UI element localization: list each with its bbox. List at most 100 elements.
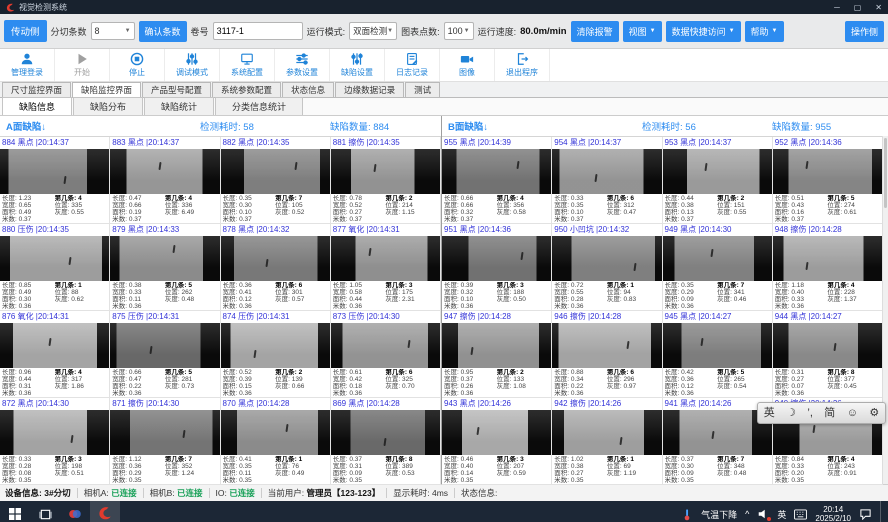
ime-lang-english[interactable]: 英 bbox=[763, 406, 775, 419]
defect-details: 长度: 0.84 宽度: 0.33 面积: 0.20 米数: 0.35 第几条: 4 位置… bbox=[773, 455, 882, 484]
chart-points-select[interactable]: 100 ▼ bbox=[443, 22, 474, 40]
defect-card[interactable]: 942 擦伤 |20:14:26 长度: 1.02 宽度: 0.38 面积: 0.27… bbox=[552, 398, 663, 485]
defect-card[interactable]: 880 压伤 |20:14:35 长度: 0.85 宽度: 0.49 面积: 0.30… bbox=[0, 224, 111, 311]
defect-card[interactable]: 871 擦伤 |20:14:30 长度: 1.12 宽度: 0.36 面积: 0.29… bbox=[110, 398, 221, 485]
defect-card[interactable]: 878 黑点 |20:14:32 长度: 0.36 宽度: 0.41 面积: 0.12… bbox=[220, 224, 331, 311]
tab-main-4[interactable]: 状态信息 bbox=[282, 82, 335, 97]
toolbar-button-sliders-v2[interactable]: 缺陷设置 bbox=[330, 49, 385, 81]
clear-alarm-button[interactable]: 清除报警 bbox=[570, 20, 619, 42]
defect-area: 面积: 0.32 bbox=[444, 209, 474, 216]
defect-card[interactable]: 943 黑点 |20:14:26 长度: 0.46 宽度: 0.40 面积: 0.14… bbox=[442, 398, 553, 485]
defect-length: 长度: 0.88 bbox=[554, 369, 584, 376]
tab-main-5[interactable]: 边缘数据记录 bbox=[335, 82, 405, 97]
toolbar-button-monitor[interactable]: 系统配置 bbox=[220, 49, 275, 81]
action-center-icon[interactable] bbox=[859, 508, 872, 520]
defect-card[interactable]: 881 擦伤 |20:14:35 长度: 0.78 宽度: 0.52 面积: 0.27… bbox=[330, 137, 441, 224]
defect-card[interactable]: 941 黑点 |20:14:26 长度: 0.37 宽度: 0.30 面积: 0.09… bbox=[662, 398, 773, 485]
defect-card[interactable]: 947 擦伤 |20:14:28 长度: 0.95 宽度: 0.37 面积: 0.26… bbox=[442, 311, 553, 398]
defect-card[interactable]: 883 黑点 |20:14:37 长度: 0.47 宽度: 0.66 面积: 0.19… bbox=[110, 137, 221, 224]
tab-main-6[interactable]: 测试 bbox=[405, 82, 441, 97]
detect-time-value: 58 bbox=[243, 122, 254, 133]
weather-headline[interactable]: 气温下降 bbox=[701, 509, 738, 520]
task-view-button[interactable] bbox=[30, 501, 60, 522]
tab-main-0[interactable]: 尺寸监控界面 bbox=[2, 82, 72, 97]
show-desktop-button[interactable] bbox=[880, 501, 885, 522]
defect-position: 位置: 69 bbox=[606, 463, 631, 470]
view-menu-button[interactable]: 视图 ▼ bbox=[622, 20, 662, 42]
defect-card[interactable]: 882 黑点 |20:14:35 长度: 0.35 宽度: 0.30 面积: 0.10… bbox=[220, 137, 331, 224]
toolbar-button-user[interactable]: 管理登录 bbox=[0, 49, 55, 81]
defect-mark bbox=[373, 164, 377, 173]
start-button[interactable] bbox=[0, 501, 30, 522]
toolbar-button-sliders-v[interactable]: 调试模式 bbox=[165, 49, 220, 81]
maximize-button[interactable]: ▢ bbox=[853, 2, 862, 12]
tab-main-2[interactable]: 产品型号配置 bbox=[142, 82, 212, 97]
defect-card[interactable]: 879 黑点 |20:14:33 长度: 0.38 宽度: 0.33 面积: 0.11… bbox=[110, 224, 221, 311]
tab-sub-1[interactable]: 缺陷分布 bbox=[73, 97, 144, 115]
taskbar-app-active[interactable] bbox=[90, 501, 120, 522]
run-mode-select[interactable]: 双面检测 ▼ bbox=[349, 22, 398, 40]
close-button[interactable]: ✕ bbox=[875, 2, 882, 12]
slit-count-select[interactable]: 8 ▼ bbox=[90, 22, 135, 40]
defect-card[interactable]: 955 黑点 |20:14:39 长度: 0.66 宽度: 0.66 面积: 0.32… bbox=[442, 137, 553, 224]
tab-sub-3[interactable]: 分类信息统计 bbox=[215, 97, 304, 115]
toolbar-button-sliders-h[interactable]: 参数设置 bbox=[275, 49, 330, 81]
defect-card[interactable]: 948 擦伤 |20:14:28 长度: 1.18 宽度: 0.40 面积: 0.33… bbox=[772, 224, 883, 311]
help-menu-button[interactable]: 帮助 ▼ bbox=[744, 20, 784, 42]
defect-card[interactable]: 949 黑点 |20:14:30 长度: 0.35 宽度: 0.29 面积: 0.09… bbox=[662, 224, 773, 311]
toolbar-button-stop[interactable]: 停止 bbox=[110, 49, 165, 81]
minimize-button[interactable]: ─ bbox=[834, 2, 840, 12]
taskbar-clock[interactable]: 20:14 2025/2/10 bbox=[815, 505, 851, 522]
ime-punctuation-icon[interactable]: ’, bbox=[807, 406, 813, 419]
defect-card[interactable]: 950 小凹坑 |20:14:32 长度: 0.72 宽度: 0.55 面积: 0.2… bbox=[552, 224, 663, 311]
tab-main-1[interactable]: 缺陷监控界面 bbox=[72, 82, 142, 97]
defect-card[interactable]: 875 压伤 |20:14:31 长度: 0.66 宽度: 0.47 面积: 0.22… bbox=[110, 311, 221, 398]
roll-number-input[interactable] bbox=[212, 22, 303, 40]
tab-sub-2[interactable]: 缺陷统计 bbox=[144, 97, 215, 115]
toolbar-button-log[interactable]: 日志记录 bbox=[385, 49, 440, 81]
tab-sub-0[interactable]: 缺陷信息 bbox=[2, 97, 73, 115]
defect-gray: 灰度: 0.46 bbox=[717, 296, 747, 303]
toolbar-button-exit[interactable]: 退出程序 bbox=[495, 49, 550, 81]
confirm-count-button[interactable]: 确认条数 bbox=[138, 20, 187, 42]
toolbar-button-camera[interactable]: 图像 bbox=[440, 49, 495, 81]
panel-b-title[interactable]: B面缺陷↓ bbox=[448, 122, 489, 133]
operator-side-button[interactable]: 操作侧 bbox=[844, 20, 884, 42]
defect-card[interactable]: 870 黑点 |20:14:28 长度: 0.41 宽度: 0.35 面积: 0.11… bbox=[220, 398, 331, 485]
ime-emoji-icon[interactable]: ☺ bbox=[846, 406, 858, 419]
volume-icon[interactable] bbox=[757, 508, 772, 521]
defect-card[interactable]: 953 黑点 |20:14:37 长度: 0.44 宽度: 0.38 面积: 0.13… bbox=[662, 137, 773, 224]
defect-card[interactable]: 954 黑点 |20:14:37 长度: 0.33 宽度: 0.35 面积: 0.10… bbox=[552, 137, 663, 224]
thermometer-icon[interactable] bbox=[681, 508, 693, 521]
defect-card[interactable]: 946 擦伤 |20:14:28 长度: 0.88 宽度: 0.34 面积: 0.22… bbox=[552, 311, 663, 398]
ime-settings-icon[interactable]: ⚙ bbox=[869, 406, 880, 419]
vertical-scrollbar[interactable] bbox=[882, 136, 888, 484]
defect-card[interactable]: 869 黑点 |20:14:28 长度: 0.37 宽度: 0.31 面积: 0.09… bbox=[330, 398, 441, 485]
taskbar-app-1[interactable] bbox=[60, 501, 90, 522]
defect-gray: 灰度: 1.19 bbox=[606, 470, 637, 477]
defect-card[interactable]: 874 压伤 |20:14:31 长度: 0.52 宽度: 0.39 面积: 0.15… bbox=[220, 311, 331, 398]
defect-area: 面积: 0.11 bbox=[222, 470, 252, 477]
defect-length: 长度: 0.44 bbox=[664, 195, 694, 202]
defect-card[interactable]: 944 黑点 |20:14:27 长度: 0.31 宽度: 0.27 面积: 0.07… bbox=[772, 311, 883, 398]
tab-main-3[interactable]: 系统参数配置 bbox=[212, 82, 282, 97]
panel-a-title[interactable]: A面缺陷↓ bbox=[6, 122, 47, 133]
defect-card[interactable]: 872 黑点 |20:14:30 长度: 0.33 宽度: 0.28 面积: 0.08… bbox=[0, 398, 111, 485]
defect-card[interactable]: 945 黑点 |20:14:27 长度: 0.42 宽度: 0.36 面积: 0.12… bbox=[662, 311, 773, 398]
defect-card[interactable]: 876 氧化 |20:14:31 长度: 0.96 宽度: 0.44 面积: 0.31… bbox=[0, 311, 111, 398]
status-message-label: 状态信息: bbox=[461, 488, 498, 498]
scrollbar-thumb[interactable] bbox=[884, 138, 887, 208]
defect-card[interactable]: 873 压伤 |20:14:30 长度: 0.61 宽度: 0.42 面积: 0.18… bbox=[330, 311, 441, 398]
toolbar-button-play[interactable]: 开始 bbox=[55, 49, 110, 81]
defect-card[interactable]: 877 氧化 |20:14:31 长度: 1.05 宽度: 0.58 面积: 0.44… bbox=[330, 224, 441, 311]
defect-card[interactable]: 884 黑点 |20:14:37 长度: 1.23 宽度: 0.65 面积: 0.49… bbox=[0, 137, 111, 224]
defect-card[interactable]: 951 黑点 |20:14:36 长度: 0.39 宽度: 0.32 面积: 0.10… bbox=[442, 224, 553, 311]
ime-moon-icon[interactable]: ☽ bbox=[786, 406, 796, 419]
touch-keyboard-icon[interactable] bbox=[794, 508, 808, 520]
data-access-menu-button[interactable]: 数据快捷访问 ▼ bbox=[665, 20, 741, 42]
ime-simplified-chinese[interactable]: 简 bbox=[824, 406, 836, 419]
defect-card[interactable]: 952 黑点 |20:14:36 长度: 0.51 宽度: 0.43 面积: 0.16… bbox=[772, 137, 883, 224]
ime-language-indicator[interactable]: 英 bbox=[777, 509, 787, 520]
tray-expand-chevron[interactable]: ^ bbox=[745, 509, 750, 519]
defect-area: 面积: 0.31 bbox=[2, 383, 32, 390]
